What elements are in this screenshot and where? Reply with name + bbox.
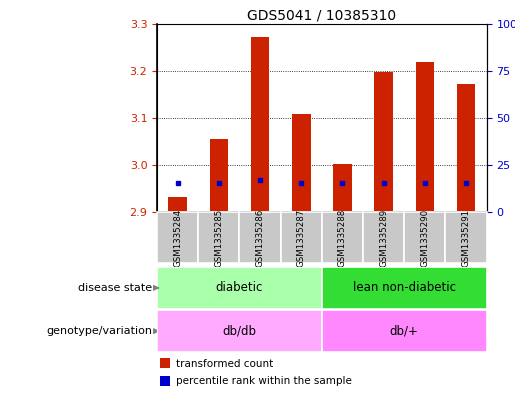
Bar: [404, 212, 445, 263]
Text: diabetic: diabetic: [216, 281, 263, 294]
Bar: [251, 37, 269, 212]
Bar: [322, 310, 487, 352]
Text: db/+: db/+: [390, 325, 419, 338]
Text: lean non-diabetic: lean non-diabetic: [353, 281, 456, 294]
Bar: [416, 62, 434, 212]
Text: GSM1335284: GSM1335284: [173, 209, 182, 267]
Bar: [363, 212, 404, 263]
Bar: [160, 358, 170, 368]
Text: genotype/variation: genotype/variation: [46, 326, 152, 336]
Bar: [210, 139, 228, 212]
Bar: [281, 212, 322, 263]
Bar: [168, 197, 187, 212]
Bar: [322, 267, 487, 309]
Bar: [157, 310, 322, 352]
Text: transformed count: transformed count: [176, 358, 273, 369]
Bar: [374, 72, 393, 212]
Bar: [239, 212, 281, 263]
Bar: [322, 212, 363, 263]
Bar: [445, 212, 487, 263]
Text: GSM1335290: GSM1335290: [420, 209, 430, 267]
Title: GDS5041 / 10385310: GDS5041 / 10385310: [247, 8, 397, 22]
Text: GSM1335291: GSM1335291: [461, 209, 471, 267]
Text: disease state: disease state: [78, 283, 152, 293]
Bar: [157, 212, 198, 263]
Text: GSM1335287: GSM1335287: [297, 209, 306, 267]
Text: percentile rank within the sample: percentile rank within the sample: [176, 376, 352, 386]
Bar: [292, 114, 311, 212]
Text: GSM1335288: GSM1335288: [338, 209, 347, 267]
Text: GSM1335289: GSM1335289: [379, 209, 388, 267]
Text: GSM1335285: GSM1335285: [214, 209, 224, 267]
Bar: [160, 376, 170, 386]
Bar: [333, 163, 352, 212]
Text: db/db: db/db: [222, 325, 256, 338]
Bar: [457, 84, 475, 212]
Bar: [198, 212, 239, 263]
Bar: [157, 267, 322, 309]
Text: GSM1335286: GSM1335286: [255, 209, 265, 267]
